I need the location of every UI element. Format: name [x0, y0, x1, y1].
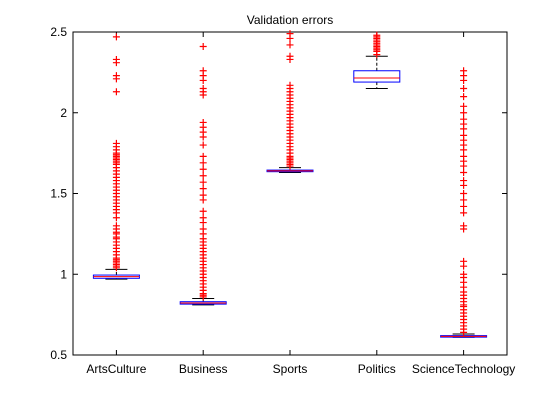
outlier-point: [460, 225, 468, 233]
y-tick-label: 1.5: [50, 187, 67, 201]
outlier-point: [199, 185, 207, 193]
y-tick-label: 1: [60, 267, 67, 281]
outlier-point: [199, 165, 207, 173]
x-tick-label: Business: [179, 362, 228, 376]
axes-frame: [72, 31, 508, 356]
x-tick-label: ScienceTechnology: [412, 362, 515, 376]
outlier-point: [199, 43, 207, 51]
chart-title: Validation errors: [247, 13, 333, 27]
outlier-point: [112, 214, 120, 222]
outlier-point: [199, 178, 207, 186]
outlier-point: [460, 262, 468, 270]
outlier-point: [460, 328, 468, 336]
x-tick-label: ArtsCulture: [86, 362, 146, 376]
outlier-point: [199, 172, 207, 180]
outlier-point: [112, 264, 120, 272]
outlier-point: [460, 109, 468, 117]
outlier-point: [112, 75, 120, 83]
outlier-point: [199, 207, 207, 215]
box-iqr: [353, 70, 401, 83]
x-tick-label: Sports: [273, 362, 308, 376]
outlier-point: [199, 293, 207, 301]
outlier-point: [460, 196, 468, 204]
outlier-point: [286, 55, 294, 63]
plot-area: 0.5 1 1.5 2 2.5 ArtsCulture Business Sports Poli…: [50, 25, 515, 376]
outlier-point: [199, 152, 207, 160]
outlier-point: [460, 209, 468, 217]
outlier-point: [286, 34, 294, 42]
outlier-point: [199, 133, 207, 141]
y-tick-label: 2: [60, 106, 67, 120]
outlier-point: [286, 41, 294, 49]
outlier-point: [373, 31, 381, 39]
outlier-point: [199, 219, 207, 227]
outlier-point: [460, 102, 468, 110]
outlier-point: [199, 76, 207, 84]
outlier-point: [460, 190, 468, 197]
outlier-point: [199, 159, 207, 167]
outlier-point: [460, 146, 468, 154]
outlier-point: [460, 76, 468, 84]
outlier-point: [199, 91, 207, 99]
y-tick-label: 2.5: [50, 25, 67, 39]
outlier-point: [460, 93, 468, 101]
outlier-point: [199, 196, 207, 204]
outlier-point: [112, 59, 120, 67]
outlier-point: [112, 33, 120, 41]
y-tick-label: 0.5: [50, 348, 67, 362]
outlier-point: [460, 181, 468, 189]
outlier-point: [460, 162, 468, 170]
outlier-point: [199, 141, 207, 149]
x-tick-label: Politics: [358, 362, 396, 376]
outlier-point: [460, 125, 468, 133]
outlier-point: [460, 85, 468, 93]
outlier-point: [112, 88, 120, 96]
outlier-point: [460, 202, 468, 210]
outlier-point: [286, 162, 294, 170]
outlier-point: [460, 169, 468, 177]
